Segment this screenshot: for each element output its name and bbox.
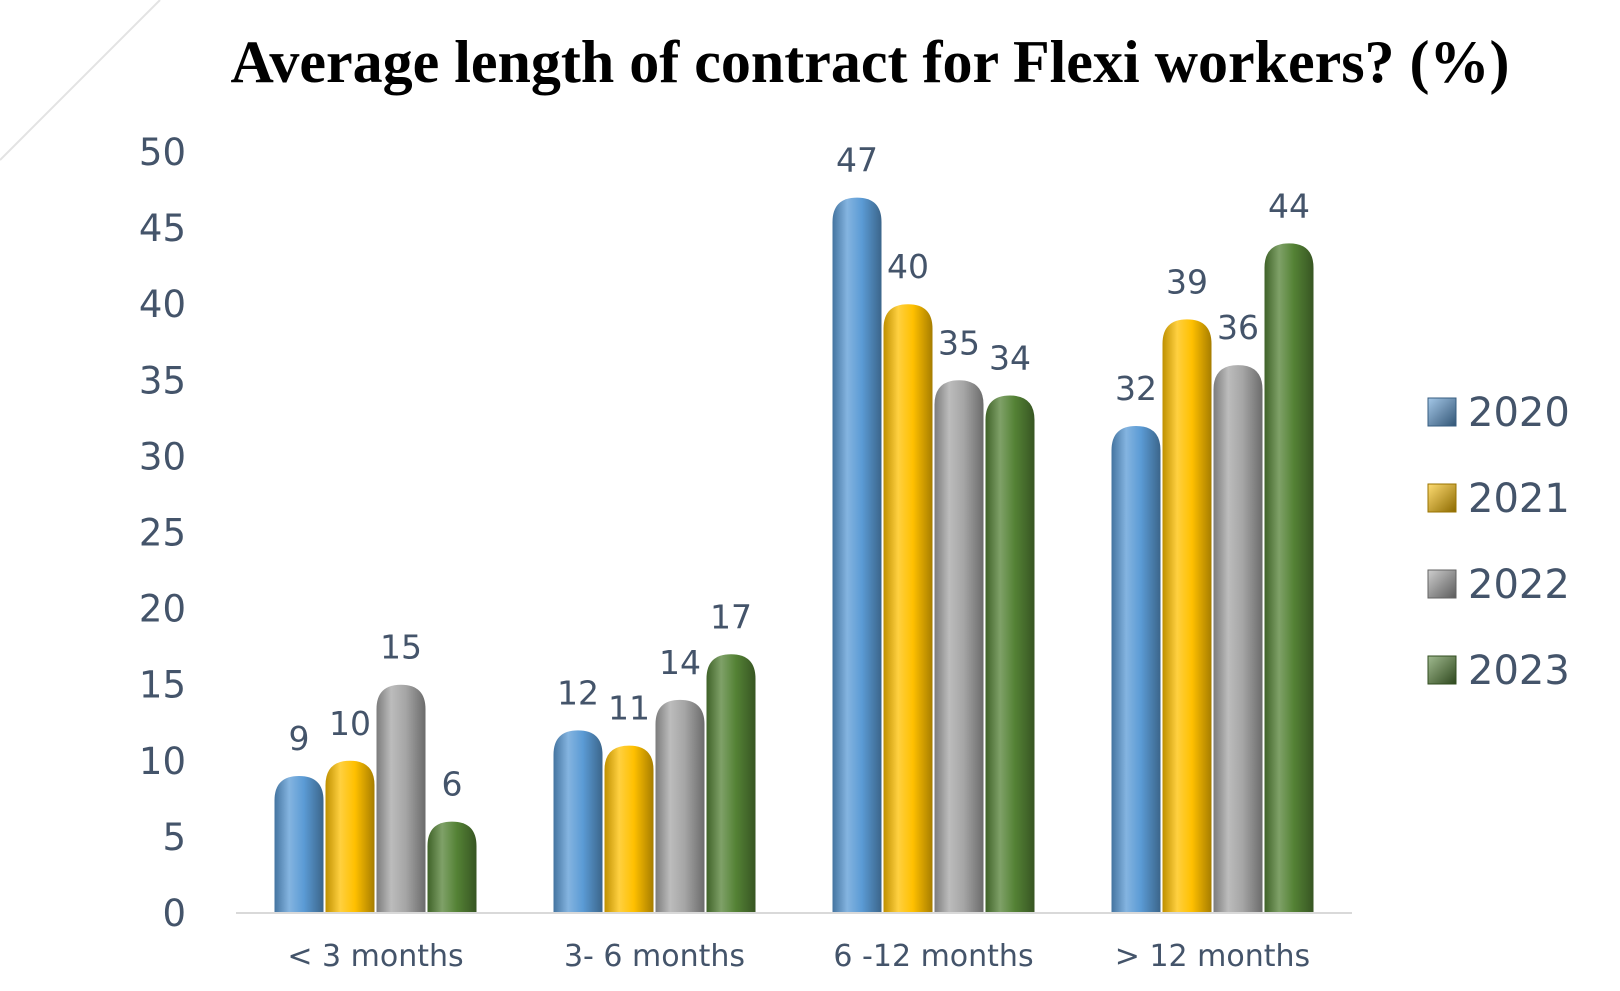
bar-2022-1: [376, 684, 426, 913]
y-tick-label: 0: [162, 892, 186, 935]
data-label: 17: [710, 597, 752, 636]
y-tick-label: 30: [139, 435, 186, 478]
legend-item-2020: 2020: [1427, 390, 1570, 436]
bar-2021-3: [883, 304, 933, 913]
bar-2022-4: [1213, 365, 1263, 914]
y-tick-label: 15: [139, 664, 186, 707]
x-category-label: 3- 6 months: [564, 939, 745, 974]
legend-label: 2020: [1468, 390, 1570, 436]
bar-2023-2: [706, 654, 756, 913]
y-tick-label: 5: [162, 816, 186, 859]
bars-group: [274, 197, 1314, 914]
legend-swatch: [1427, 483, 1457, 513]
data-label: 40: [887, 247, 929, 286]
legend-item-2023: 2023: [1427, 648, 1570, 694]
data-label: 6: [442, 765, 463, 804]
y-axis: 0 5 10 15 20 25 30 35 40 45 50: [139, 131, 186, 935]
bar-2021-4: [1162, 319, 1212, 913]
data-label: 12: [557, 673, 599, 712]
bar-2023-4: [1264, 243, 1314, 913]
legend-label: 2021: [1468, 476, 1570, 522]
bar-2022-2: [655, 699, 705, 913]
bar-2023-3: [985, 395, 1035, 913]
data-label: 44: [1268, 186, 1310, 225]
data-label: 39: [1166, 262, 1208, 301]
bar-2020-4: [1111, 425, 1161, 913]
data-label: 36: [1217, 308, 1259, 347]
x-axis: < 3 months 3- 6 months 6 -12 months > 12 mo…: [287, 939, 1310, 974]
data-label: 14: [659, 643, 701, 682]
legend-item-2022: 2022: [1427, 562, 1570, 608]
bar-2023-1: [427, 821, 477, 913]
chart-title: Average length of contract for Flexi wor…: [230, 29, 1509, 95]
bar-2021-2: [604, 745, 654, 913]
data-label: 11: [608, 689, 650, 728]
y-tick-label: 50: [139, 131, 186, 174]
legend-swatch: [1427, 397, 1457, 427]
data-label: 15: [380, 628, 422, 667]
y-tick-label: 10: [139, 740, 186, 783]
bar-2020-3: [832, 197, 882, 913]
data-label: 9: [289, 719, 310, 758]
data-label: 47: [836, 141, 878, 180]
data-label: 32: [1115, 369, 1157, 408]
legend: 2020 2021 2022 2023: [1427, 390, 1570, 694]
legend-label: 2022: [1468, 562, 1570, 608]
y-tick-label: 40: [139, 283, 186, 326]
bar-2020-1: [274, 776, 324, 913]
x-category-label: > 12 months: [1115, 939, 1310, 974]
y-tick-label: 20: [139, 588, 186, 631]
bar-2021-1: [325, 760, 375, 913]
legend-item-2021: 2021: [1427, 476, 1570, 522]
decorative-corner-line: [0, 0, 161, 161]
y-tick-label: 25: [139, 512, 186, 555]
bar-2020-2: [553, 730, 603, 913]
data-label: 35: [938, 323, 980, 362]
legend-swatch: [1427, 655, 1457, 685]
legend-label: 2023: [1468, 648, 1570, 694]
data-label: 34: [989, 339, 1031, 378]
bar-2022-3: [934, 380, 984, 913]
x-category-label: 6 -12 months: [833, 939, 1033, 974]
x-category-label: < 3 months: [287, 939, 463, 974]
y-tick-label: 45: [139, 207, 186, 250]
legend-swatch: [1427, 569, 1457, 599]
data-label: 10: [329, 704, 371, 743]
y-tick-label: 35: [139, 359, 186, 402]
